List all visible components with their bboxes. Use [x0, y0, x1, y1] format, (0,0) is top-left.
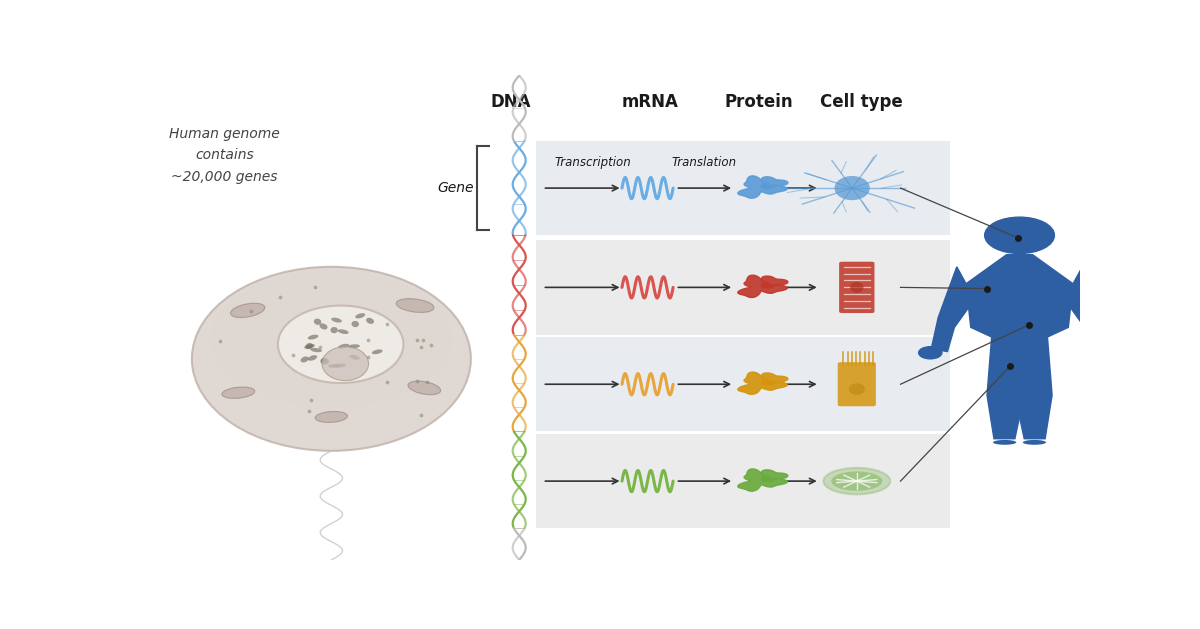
- Ellipse shape: [322, 358, 329, 364]
- Polygon shape: [1070, 267, 1108, 352]
- Ellipse shape: [832, 471, 882, 491]
- Ellipse shape: [348, 344, 360, 348]
- FancyBboxPatch shape: [536, 141, 950, 235]
- Ellipse shape: [328, 364, 340, 368]
- Ellipse shape: [230, 303, 265, 318]
- Ellipse shape: [834, 176, 870, 200]
- FancyBboxPatch shape: [839, 262, 875, 313]
- Ellipse shape: [850, 282, 864, 292]
- Polygon shape: [986, 337, 1025, 439]
- Text: Translation: Translation: [672, 156, 737, 169]
- Ellipse shape: [316, 411, 348, 423]
- Polygon shape: [966, 255, 1073, 337]
- Ellipse shape: [330, 327, 338, 333]
- Ellipse shape: [311, 348, 322, 352]
- Text: Gene: Gene: [437, 181, 474, 195]
- Ellipse shape: [319, 323, 328, 330]
- Ellipse shape: [307, 335, 318, 340]
- Ellipse shape: [322, 347, 368, 381]
- Ellipse shape: [372, 349, 383, 354]
- Text: DNA: DNA: [491, 93, 532, 111]
- Text: Cell type: Cell type: [820, 93, 902, 111]
- Ellipse shape: [308, 355, 317, 361]
- Ellipse shape: [210, 272, 452, 407]
- Ellipse shape: [396, 299, 434, 313]
- Ellipse shape: [192, 267, 470, 451]
- Polygon shape: [762, 177, 788, 189]
- Ellipse shape: [408, 381, 440, 394]
- Polygon shape: [931, 267, 968, 352]
- Polygon shape: [1015, 337, 1052, 439]
- Polygon shape: [738, 469, 787, 491]
- FancyBboxPatch shape: [838, 362, 876, 406]
- Polygon shape: [762, 373, 788, 385]
- Ellipse shape: [994, 440, 1016, 445]
- Circle shape: [919, 347, 942, 359]
- Text: Transcription: Transcription: [554, 156, 631, 169]
- Polygon shape: [738, 372, 787, 394]
- Ellipse shape: [366, 318, 374, 324]
- Ellipse shape: [823, 468, 890, 494]
- Ellipse shape: [352, 321, 359, 327]
- Ellipse shape: [314, 318, 322, 325]
- Ellipse shape: [320, 359, 328, 365]
- Polygon shape: [738, 275, 787, 298]
- Ellipse shape: [300, 357, 308, 362]
- Text: Protein: Protein: [725, 93, 793, 111]
- Ellipse shape: [355, 313, 365, 318]
- Circle shape: [1097, 347, 1121, 359]
- FancyBboxPatch shape: [536, 337, 950, 431]
- Ellipse shape: [848, 383, 865, 395]
- Ellipse shape: [304, 344, 314, 349]
- Ellipse shape: [337, 329, 349, 334]
- Polygon shape: [738, 176, 787, 198]
- FancyBboxPatch shape: [536, 240, 950, 335]
- Circle shape: [985, 217, 1055, 253]
- FancyBboxPatch shape: [536, 434, 950, 528]
- Text: mRNA: mRNA: [622, 93, 679, 111]
- Ellipse shape: [338, 344, 349, 348]
- Ellipse shape: [278, 306, 403, 383]
- Ellipse shape: [349, 355, 360, 360]
- Text: Human genome
contains
~20,000 genes: Human genome contains ~20,000 genes: [169, 126, 280, 184]
- Polygon shape: [762, 470, 788, 482]
- Ellipse shape: [306, 343, 313, 349]
- Ellipse shape: [334, 364, 346, 368]
- Ellipse shape: [1022, 440, 1046, 445]
- Ellipse shape: [331, 318, 342, 323]
- Ellipse shape: [222, 387, 254, 398]
- Polygon shape: [762, 276, 788, 288]
